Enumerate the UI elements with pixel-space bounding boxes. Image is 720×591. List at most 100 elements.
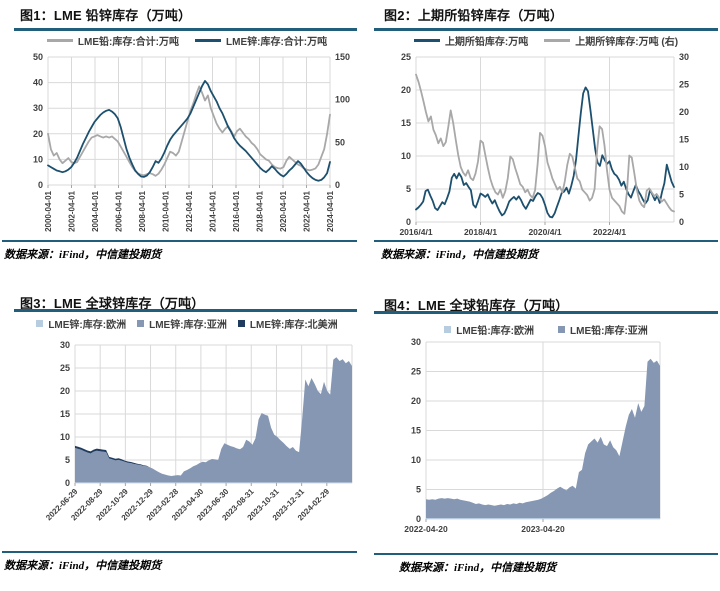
svg-text:20: 20 bbox=[60, 386, 70, 396]
fig3-title: 图3：LME 全球锌库存（万吨） bbox=[20, 296, 205, 311]
svg-text:30: 30 bbox=[60, 340, 70, 350]
svg-text:2022-04-20: 2022-04-20 bbox=[404, 524, 448, 534]
svg-text:2010-04-01: 2010-04-01 bbox=[162, 190, 171, 231]
fig1-title-rule bbox=[14, 28, 357, 31]
svg-text:20: 20 bbox=[33, 129, 43, 139]
svg-text:2020-04-01: 2020-04-01 bbox=[279, 190, 288, 231]
svg-text:30: 30 bbox=[33, 103, 43, 113]
svg-text:25: 25 bbox=[679, 80, 689, 90]
svg-text:2012-04-01: 2012-04-01 bbox=[185, 190, 194, 231]
fig3-source-rule bbox=[2, 551, 357, 553]
legend-label: LME锌:库存:合计:万吨 bbox=[226, 37, 328, 48]
fig1-source: 数据来源：iFind，中信建投期货 bbox=[4, 249, 162, 261]
fig2-source: 数据来源：iFind，中信建投期货 bbox=[381, 249, 539, 261]
svg-text:10: 10 bbox=[679, 162, 689, 172]
svg-text:2018-04-01: 2018-04-01 bbox=[256, 190, 265, 231]
fig4-legend: LME铅:库存:欧洲 LME铅:库存:亚洲 bbox=[374, 322, 718, 337]
svg-text:5: 5 bbox=[679, 190, 684, 200]
svg-text:25: 25 bbox=[401, 52, 411, 62]
svg-text:2002-04-01: 2002-04-01 bbox=[68, 190, 77, 231]
svg-text:15: 15 bbox=[401, 118, 411, 128]
fig2-title: 图2：上期所铅锌库存（万吨） bbox=[384, 8, 564, 23]
svg-text:50: 50 bbox=[33, 52, 43, 62]
legend-label: LME铅:库存:欧洲 bbox=[456, 326, 534, 337]
legend-item: LME锌:库存:合计:万吨 bbox=[195, 33, 327, 48]
legend-label: LME锌:库存:亚洲 bbox=[149, 320, 227, 331]
svg-text:10: 10 bbox=[401, 151, 411, 161]
svg-text:0: 0 bbox=[335, 180, 340, 190]
legend-item: 上期所锌库存:万吨 (右) bbox=[544, 33, 678, 48]
svg-text:5: 5 bbox=[65, 455, 70, 465]
svg-text:2014-04-01: 2014-04-01 bbox=[209, 190, 218, 231]
line-swatch bbox=[195, 39, 221, 42]
fig2-title-rule bbox=[374, 28, 718, 31]
svg-text:40: 40 bbox=[33, 78, 43, 88]
legend-item: LME铅:库存:合计:万吨 bbox=[46, 33, 179, 48]
legend-label: 上期所铅库存:万吨 bbox=[444, 37, 529, 48]
svg-text:15: 15 bbox=[679, 135, 689, 145]
square-swatch bbox=[137, 320, 145, 327]
svg-text:20: 20 bbox=[679, 107, 689, 117]
fig2-legend: 上期所铅库存:万吨 上期所锌库存:万吨 (右) bbox=[374, 33, 718, 48]
svg-text:10: 10 bbox=[411, 455, 421, 465]
svg-text:0: 0 bbox=[679, 217, 684, 227]
legend-label: LME铅:库存:亚洲 bbox=[570, 326, 648, 337]
svg-text:2024-04-01: 2024-04-01 bbox=[326, 190, 335, 231]
svg-text:15: 15 bbox=[411, 426, 421, 436]
svg-text:150: 150 bbox=[335, 52, 350, 62]
svg-text:2004-04-01: 2004-04-01 bbox=[91, 190, 100, 231]
fig3-canvas: 0 5 10 15 20 25 30 2022-06-29 2022-08-29 2022-10-… bbox=[14, 332, 360, 553]
svg-text:10: 10 bbox=[33, 154, 43, 164]
svg-text:2020/4/1: 2020/4/1 bbox=[528, 227, 561, 237]
legend-label: LME锌:库存:北美洲 bbox=[249, 320, 338, 331]
svg-text:2008-04-01: 2008-04-01 bbox=[138, 190, 147, 231]
svg-text:2022-04-01: 2022-04-01 bbox=[303, 190, 312, 231]
legend-item: LME锌:库存:亚洲 bbox=[137, 316, 227, 331]
svg-text:2022/4/1: 2022/4/1 bbox=[593, 227, 626, 237]
svg-text:2016-04-01: 2016-04-01 bbox=[232, 190, 241, 231]
fig1-canvas: 0 10 20 30 40 50 0 50 100 150 2000-04-01 2002-04-01… bbox=[14, 50, 360, 243]
svg-text:25: 25 bbox=[60, 363, 70, 373]
fig1-title: 图1：LME 铅锌库存（万吨） bbox=[20, 8, 192, 23]
legend-label: LME锌:库存:欧洲 bbox=[48, 320, 127, 331]
fig4-source-rule bbox=[374, 553, 718, 555]
fig3-title-rule bbox=[14, 309, 357, 312]
legend-label: 上期所锌库存:万吨 (右) bbox=[575, 37, 679, 48]
line-swatch bbox=[46, 39, 73, 42]
svg-text:2000-04-01: 2000-04-01 bbox=[44, 190, 53, 231]
line-swatch bbox=[544, 39, 571, 42]
fig4-canvas: 0 5 10 15 20 25 30 2022-04-20 2023-04-20 bbox=[386, 332, 718, 553]
fig2-source-rule bbox=[374, 240, 718, 242]
fig2-canvas: 0 5 10 15 20 25 0 5 10 15 20 25 30 2016/4/1 2018/4/1 20… bbox=[386, 50, 716, 243]
svg-text:5: 5 bbox=[406, 184, 411, 194]
square-swatch bbox=[237, 320, 245, 327]
svg-text:10: 10 bbox=[60, 432, 70, 442]
legend-item: LME锌:库存:欧洲 bbox=[36, 316, 126, 331]
svg-text:0: 0 bbox=[406, 217, 411, 227]
svg-text:50: 50 bbox=[335, 137, 345, 147]
svg-text:2018/4/1: 2018/4/1 bbox=[464, 227, 497, 237]
fig4-source: 数据来源：iFind，中信建投期货 bbox=[399, 562, 557, 574]
legend-item: 上期所铅库存:万吨 bbox=[413, 33, 529, 48]
svg-text:30: 30 bbox=[411, 337, 421, 347]
svg-text:30: 30 bbox=[679, 52, 689, 62]
legend-label: LME铅:库存:合计:万吨 bbox=[77, 37, 179, 48]
square-swatch bbox=[444, 326, 452, 333]
svg-text:20: 20 bbox=[411, 396, 421, 406]
svg-text:0: 0 bbox=[416, 514, 421, 524]
fig4-title: 图4：LME 全球铅库存（万吨） bbox=[384, 298, 569, 313]
svg-text:25: 25 bbox=[411, 367, 421, 377]
legend-item: LME锌:库存:北美洲 bbox=[237, 316, 338, 331]
fig3-source: 数据来源：iFind，中信建投期货 bbox=[4, 560, 162, 572]
svg-text:20: 20 bbox=[401, 85, 411, 95]
svg-text:0: 0 bbox=[38, 180, 43, 190]
legend-item: LME铅:库存:亚洲 bbox=[558, 322, 648, 337]
legend-item: LME铅:库存:欧洲 bbox=[444, 322, 534, 337]
svg-text:15: 15 bbox=[60, 409, 70, 419]
fig1-legend: LME铅:库存:合计:万吨 LME锌:库存:合计:万吨 bbox=[14, 33, 360, 48]
svg-text:0: 0 bbox=[65, 478, 70, 488]
svg-text:2016/4/1: 2016/4/1 bbox=[399, 227, 432, 237]
fig3-legend: LME锌:库存:欧洲 LME锌:库存:亚洲 LME锌:库存:北美洲 bbox=[14, 316, 360, 331]
svg-text:100: 100 bbox=[335, 95, 350, 105]
